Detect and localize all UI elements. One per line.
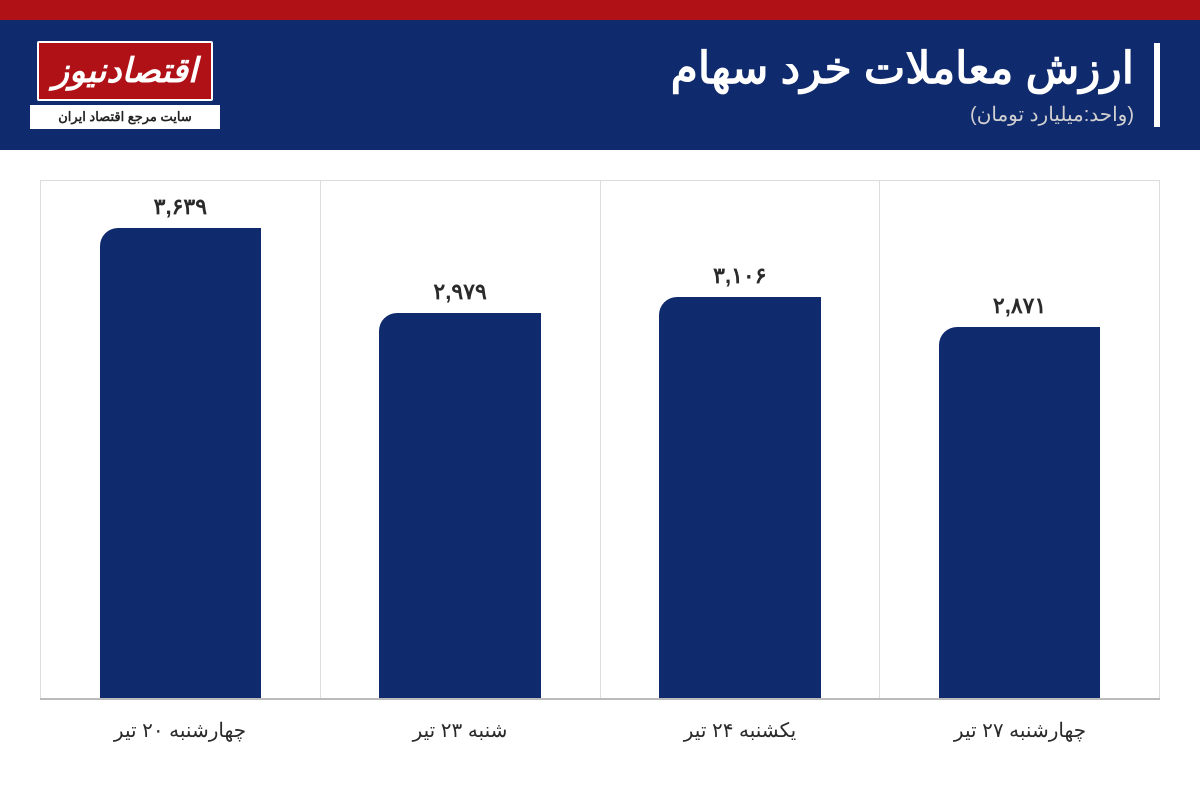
logo-text: اقتصادنیوز [53,52,198,90]
x-label: چهارشنبه ۲۰ تیر [40,718,320,743]
x-label: شنبه ۲۳ تیر [320,718,600,743]
bar: ۲,۹۷۹ [379,313,541,698]
chart-cell: ۳,۱۰۶ [600,180,880,698]
bar-value-label: ۲,۹۷۹ [379,279,541,305]
x-label: چهارشنبه ۲۷ تیر [880,718,1160,743]
chart-cell: ۲,۹۷۹ [320,180,600,698]
chart-cell: ۲,۸۷۱ [879,180,1160,698]
x-axis-labels: چهارشنبه ۲۰ تیرشنبه ۲۳ تیریکشنبه ۲۴ تیرچ… [40,718,1160,743]
page-title: ارزش معاملات خرد سهام [671,43,1134,96]
plot-area: ۳,۶۳۹ ۲,۹۷۹ ۳,۱۰۶ ۲,۸۷۱ [40,180,1160,700]
logo: اقتصادنیوز سایت مرجع اقتصاد ایران [30,41,220,129]
title-block: ارزش معاملات خرد سهام (واحد:میلیارد توما… [671,43,1160,127]
x-label: یکشنبه ۲۴ تیر [600,718,880,743]
bar: ۲,۸۷۱ [939,327,1101,698]
bar: ۳,۱۰۶ [659,297,821,698]
bar-value-label: ۳,۱۰۶ [659,263,821,289]
bar-value-label: ۳,۶۳۹ [100,194,262,220]
logo-tagline: سایت مرجع اقتصاد ایران [30,105,220,129]
bar: ۳,۶۳۹ [100,228,262,698]
bar-chart: ۳,۶۳۹ ۲,۹۷۹ ۳,۱۰۶ ۲,۸۷۱ چهارشنبه ۲۰ تیرشنبه… [0,150,1200,800]
chart-cell: ۳,۶۳۹ [40,180,320,698]
logo-box: اقتصادنیوز [37,41,214,101]
page-subtitle: (واحد:میلیارد تومان) [671,102,1134,127]
header-band: ارزش معاملات خرد سهام (واحد:میلیارد توما… [0,20,1200,150]
bar-value-label: ۲,۸۷۱ [939,293,1101,319]
top-accent-bar [0,0,1200,20]
